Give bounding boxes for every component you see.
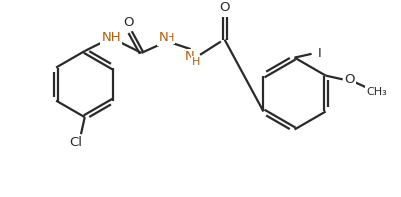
Text: N: N: [158, 31, 168, 44]
Text: NH: NH: [101, 31, 121, 44]
Text: N: N: [184, 50, 194, 63]
Text: H: H: [192, 57, 200, 67]
Text: I: I: [316, 47, 320, 60]
Text: O: O: [343, 73, 354, 86]
Text: Cl: Cl: [69, 136, 81, 149]
Text: CH₃: CH₃: [365, 87, 386, 97]
Text: O: O: [219, 1, 229, 14]
Text: O: O: [123, 16, 133, 29]
Text: H: H: [165, 33, 174, 43]
